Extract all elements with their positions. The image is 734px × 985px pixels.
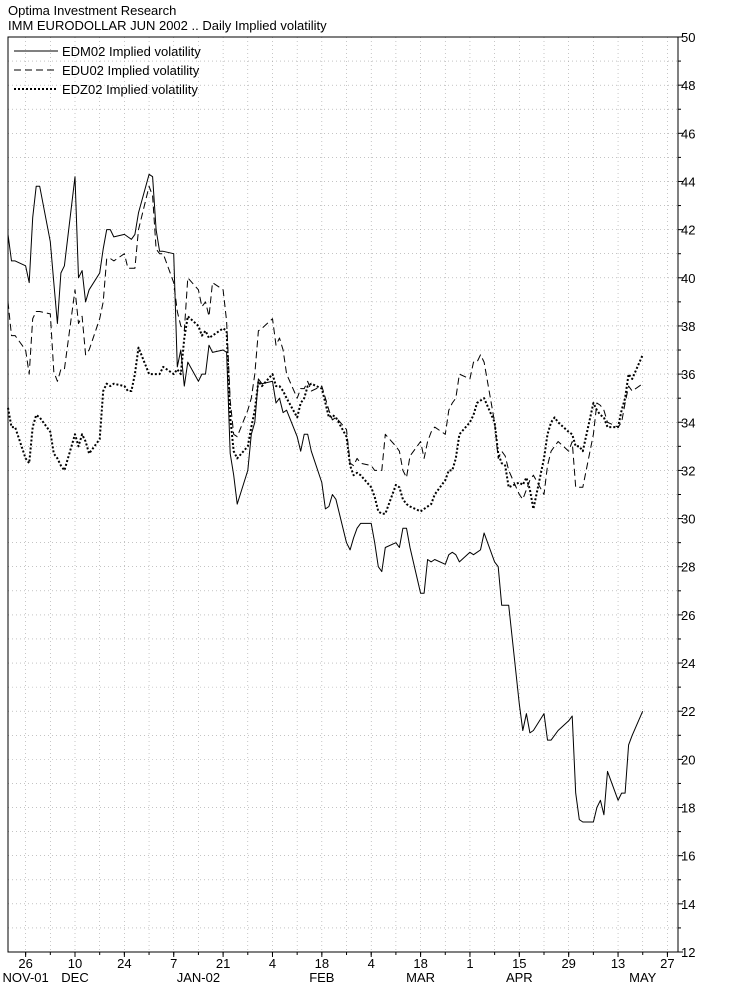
- x-tick-label: 18: [413, 956, 427, 971]
- chart-title: IMM EURODOLLAR JUN 2002 .. Daily Implied…: [8, 18, 327, 33]
- month-label: MAR: [406, 970, 435, 985]
- month-label: NOV-01: [3, 970, 49, 985]
- y-tick-label: 38: [681, 319, 695, 334]
- y-tick-label: 50: [681, 30, 695, 45]
- y-tick-label: 16: [681, 849, 695, 864]
- x-tick-label: 18: [315, 956, 329, 971]
- y-tick-label: 30: [681, 512, 695, 527]
- y-tick-label: 46: [681, 126, 695, 141]
- x-tick-label: 24: [117, 956, 131, 971]
- x-tick-label: 7: [170, 956, 177, 971]
- x-tick-label: 27: [660, 956, 674, 971]
- x-tick-label: 4: [368, 956, 375, 971]
- x-tick-label: 26: [18, 956, 32, 971]
- x-tick-label: 1: [466, 956, 473, 971]
- month-label: APR: [506, 970, 533, 985]
- x-tick-label: 10: [68, 956, 82, 971]
- y-tick-label: 34: [681, 415, 695, 430]
- y-tick-label: 12: [681, 945, 695, 960]
- y-tick-label: 44: [681, 174, 695, 189]
- month-label: DEC: [61, 970, 88, 985]
- y-tick-label: 48: [681, 78, 695, 93]
- legend-label: EDU02 Implied volatility: [62, 63, 200, 78]
- chart-source: Optima Investment Research: [8, 3, 177, 18]
- x-tick-label: 21: [216, 956, 230, 971]
- legend: EDM02 Implied volatility EDU02 Implied vo…: [14, 44, 201, 97]
- y-tick-label: 42: [681, 223, 695, 238]
- y-axis: 12 14 16 18 20 22 24 26 28 30 32 34 36 38 40 42 44 46 48 50: [678, 30, 695, 960]
- month-label: FEB: [309, 970, 334, 985]
- y-tick-label: 26: [681, 608, 695, 623]
- legend-label: EDZ02 Implied volatility: [62, 82, 198, 97]
- y-tick-label: 28: [681, 560, 695, 575]
- x-axis: 26 10 24 7 21 4 18 4 18 1 15 29 13 27 NOV-01 DEC JAN-02 F…: [3, 952, 675, 985]
- legend-label: EDM02 Implied volatility: [62, 44, 201, 59]
- series-lines: [7, 173, 644, 823]
- y-tick-label: 20: [681, 752, 695, 767]
- month-label: JAN-02: [177, 970, 220, 985]
- y-tick-label: 36: [681, 367, 695, 382]
- x-tick-label: 15: [512, 956, 526, 971]
- series-line-3: [7, 315, 644, 515]
- x-tick-label: 29: [561, 956, 575, 971]
- y-tick-label: 14: [681, 897, 695, 912]
- x-tick-label: 13: [611, 956, 625, 971]
- series-line-1: [7, 173, 644, 823]
- y-tick-label: 40: [681, 271, 695, 286]
- month-label: MAY: [629, 970, 657, 985]
- series-line-2: [7, 185, 643, 500]
- y-tick-label: 24: [681, 656, 695, 671]
- y-tick-label: 18: [681, 801, 695, 816]
- y-tick-label: 22: [681, 704, 695, 719]
- x-tick-label: 4: [269, 956, 276, 971]
- gridlines: [8, 37, 678, 952]
- y-tick-label: 32: [681, 463, 695, 478]
